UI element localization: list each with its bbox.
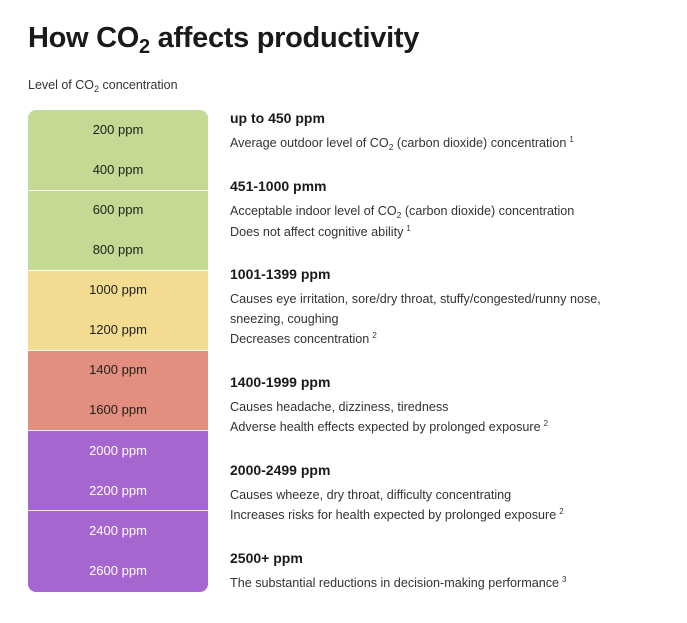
line-text: Decreases concentration: [230, 332, 370, 346]
level-description-line: sneezing, coughing: [230, 309, 670, 329]
scale-caption: Level of CO2 concentration: [28, 78, 178, 94]
line-text: (carbon dioxide) concentration: [393, 136, 567, 150]
level-description-2: 451-1000 pmm Acceptable indoor level of C…: [230, 178, 670, 244]
footnote-reference: 1: [569, 135, 574, 144]
ppm-tick-label: 400 ppm: [92, 162, 144, 177]
level-heading: 1001-1399 ppm: [230, 266, 331, 282]
title-prefix: How CO: [28, 22, 139, 54]
title-suffix: affects productivity: [149, 22, 420, 54]
footnote-reference: 3: [562, 575, 567, 584]
level-description-4: 1400-1999 ppm Causes headache, dizziness,…: [230, 374, 670, 439]
level-description-line: Adverse health effects expected by prolo…: [230, 417, 670, 439]
line-text: Adverse health effects expected by prolo…: [230, 420, 541, 434]
ppm-tick-label: 1200 ppm: [89, 322, 147, 337]
ppm-tick-label: 2000 ppm: [89, 443, 147, 458]
line-text: Causes eye irritation, sore/dry throat, …: [230, 292, 601, 306]
level-heading: 2500+ ppm: [230, 550, 303, 566]
line-text: Causes headache, dizziness, tiredness: [230, 400, 449, 414]
caption-prefix: Level of CO: [28, 78, 95, 92]
level-heading: 1400-1999 ppm: [230, 374, 331, 390]
level-description-line: Average outdoor level of CO2 (carbon dio…: [230, 133, 670, 155]
level-description-line: The substantial reductions in decision-m…: [230, 573, 670, 595]
footnote-reference: 2: [543, 419, 549, 428]
level-description-6: 2500+ ppm The substantial reductions in d…: [230, 550, 670, 595]
level-description-1: up to 450 ppm Average outdoor level of CO…: [230, 110, 670, 155]
ppm-tick-label: 1000 ppm: [89, 282, 147, 297]
ppm-tick-label: 800 ppm: [92, 242, 144, 257]
line-text: Does not affect cognitive ability: [230, 225, 404, 239]
level-description-line: Causes headache, dizziness, tiredness: [230, 397, 670, 417]
level-description-line: Acceptable indoor level of CO2 (carbon d…: [230, 201, 670, 222]
line-text: Causes wheeze, dry throat, difficulty co…: [230, 488, 512, 502]
line-text: Increases risks for health expected by p…: [230, 508, 557, 522]
footnote-reference: 2: [372, 331, 377, 340]
co2-scale-bar: 200 ppm 400 ppm 600 ppm 800 ppm 1000 ppm 1200…: [28, 110, 208, 592]
title-subscript: 2: [138, 36, 150, 58]
level-description-5: 2000-2499 ppm Causes wheeze, dry throat, …: [230, 462, 670, 527]
subscript: 2: [388, 142, 394, 152]
ppm-tick-label: 200 ppm: [92, 122, 144, 137]
scale-band-6: [28, 510, 208, 592]
level-heading: up to 450 ppm: [230, 110, 325, 126]
level-description-line: Increases risks for health expected by p…: [230, 505, 670, 527]
line-text: sneezing, coughing: [230, 312, 339, 326]
level-heading: 451-1000 pmm: [230, 178, 327, 194]
level-heading: 2000-2499 ppm: [230, 462, 331, 478]
footnote-reference: 1: [406, 224, 411, 233]
level-description-line: Does not affect cognitive ability 1: [230, 222, 670, 244]
ppm-tick-label: 2600 ppm: [89, 563, 147, 578]
page-title: How CO2 affects productivity: [28, 22, 420, 58]
level-description-line: Causes wheeze, dry throat, difficulty co…: [230, 485, 670, 505]
line-text: (carbon dioxide) concentration: [401, 204, 575, 218]
line-text: Acceptable indoor level of CO: [230, 204, 397, 218]
scale-band-2: [28, 190, 208, 271]
ppm-tick-label: 2400 ppm: [89, 523, 147, 538]
level-description-line: Causes eye irritation, sore/dry throat, …: [230, 289, 670, 309]
ppm-tick-label: 600 ppm: [92, 202, 144, 217]
caption-suffix: concentration: [99, 78, 178, 92]
scale-band-5: [28, 430, 208, 511]
level-description-line: Decreases concentration 2: [230, 329, 670, 351]
caption-subscript: 2: [94, 84, 100, 94]
line-text: Average outdoor level of CO: [230, 136, 389, 150]
ppm-tick-label: 1600 ppm: [89, 402, 147, 417]
scale-band-3: [28, 270, 208, 351]
scale-band-4: [28, 350, 208, 431]
ppm-tick-label: 1400 ppm: [89, 362, 147, 377]
subscript: 2: [396, 210, 402, 220]
level-description-3: 1001-1399 ppm Causes eye irritation, sore…: [230, 266, 670, 351]
footnote-reference: 2: [559, 507, 564, 516]
scale-band-1: [28, 110, 208, 190]
ppm-tick-label: 2200 ppm: [89, 483, 147, 498]
line-text: The substantial reductions in decision-m…: [230, 576, 560, 590]
